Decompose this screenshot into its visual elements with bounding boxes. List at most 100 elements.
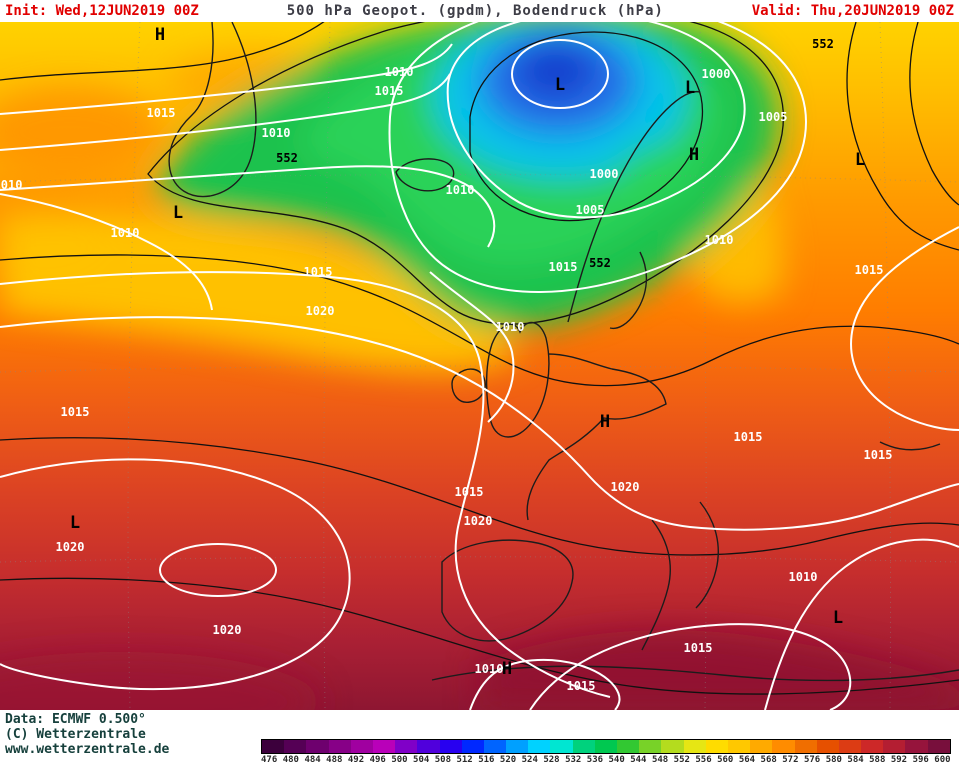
- color-scale-tick-label: 540: [608, 755, 625, 765]
- color-scale-segment: [461, 740, 484, 753]
- color-scale-tick-label: 596: [912, 755, 929, 765]
- color-scale-tick-label: 532: [565, 755, 582, 765]
- color-scale-segment: [705, 740, 728, 753]
- footer-bar: Data: ECMWF 0.500° (C) Wetterzentrale ww…: [0, 710, 959, 770]
- color-scale-tick-label: 568: [760, 755, 777, 765]
- color-scale-segment: [483, 740, 507, 753]
- color-scale-tick-label: 504: [413, 755, 430, 765]
- color-scale-tick-label: 572: [782, 755, 799, 765]
- pressure-center-marker: H: [154, 25, 166, 45]
- color-scale-tick-label: 480: [282, 755, 299, 765]
- color-scale-tick-label: 508: [434, 755, 452, 765]
- isobar-value-label: 1015: [683, 641, 713, 655]
- isobar-value-label: 1015: [454, 485, 484, 499]
- pressure-center-marker: H: [501, 659, 513, 679]
- data-source-label: Data: ECMWF 0.500°: [5, 712, 146, 727]
- isobar-value-label: 1015: [863, 448, 893, 462]
- isobar-value-label: 1015: [548, 260, 578, 274]
- pressure-center-marker: L: [172, 203, 184, 223]
- color-scale-segment: [572, 740, 595, 753]
- isobar-value-label: 1005: [758, 110, 788, 124]
- map-canvas: [0, 22, 959, 710]
- copyright-label: (C) Wetterzentrale: [5, 727, 146, 742]
- color-scale-tick-label: 524: [521, 755, 538, 765]
- color-scale-tick-label: 564: [738, 755, 756, 765]
- color-scale-tick-label: 500: [391, 755, 408, 765]
- color-scale-segment: [772, 740, 795, 753]
- color-scale-tick-label: 528: [543, 755, 560, 765]
- color-scale-tick-label: 584: [847, 755, 864, 765]
- color-scale-segment: [395, 740, 418, 753]
- color-scale-segment: [262, 740, 285, 753]
- isobar-value-label: 1010: [704, 233, 734, 247]
- color-scale-tick-label: 580: [825, 755, 842, 765]
- geopotential-value-label: 552: [589, 256, 611, 270]
- pressure-center-marker: H: [688, 145, 700, 165]
- color-scale-tick-label: 476: [261, 755, 278, 765]
- pressure-center-marker: L: [854, 150, 866, 170]
- color-scale-tick-label: 560: [717, 755, 734, 765]
- isobar-value-label: 1015: [303, 265, 333, 279]
- isobar-value-label: 1010: [261, 126, 291, 140]
- isobar-value-label: 1015: [566, 679, 596, 693]
- pressure-center-marker: L: [684, 78, 696, 98]
- credits-block: Data: ECMWF 0.500° (C) Wetterzentrale ww…: [5, 712, 169, 757]
- isobar-value-label: 1000: [589, 167, 619, 181]
- isobar-value-label: 1010: [384, 65, 414, 79]
- color-scale-segment: [417, 740, 440, 753]
- color-scale-segment: [528, 740, 551, 753]
- color-scale-segment: [816, 740, 839, 753]
- color-scale-tick-label: 544: [630, 755, 647, 765]
- chart-title: 500 hPa Geopot. (gpdm), Bodendruck (hPa): [286, 3, 664, 19]
- color-scale-tick-label: 552: [673, 755, 690, 765]
- color-scale-segment: [883, 740, 906, 753]
- geopotential-color-field: [0, 22, 959, 710]
- isobar-value-label: 1020: [463, 514, 493, 528]
- map-labels-layer: 1010 1015 1015 1010 1010 1000 1005 1000 1005 1010…: [0, 22, 959, 710]
- pressure-center-marker: L: [554, 75, 566, 95]
- color-scale-tick-label: 492: [347, 755, 365, 765]
- color-scale-segment: [550, 740, 573, 753]
- color-scale-segment: [661, 740, 684, 753]
- isobar-value-label: 1010: [495, 320, 525, 334]
- color-scale-tick-label: 516: [478, 755, 495, 765]
- header-bar: Init: Wed,12JUN2019 00Z 500 hPa Geopot. …: [0, 0, 959, 22]
- color-scale-segment: [284, 740, 307, 753]
- graticule-lines: [0, 22, 959, 710]
- pressure-center-marker: H: [599, 412, 611, 432]
- color-scale-segment: [639, 740, 662, 753]
- color-scale-tick-label: 484: [304, 755, 321, 765]
- color-scale-tick-label: 548: [651, 755, 669, 765]
- isobar-value-label: 1015: [733, 430, 763, 444]
- isobar-value-label: 1000: [701, 67, 731, 81]
- isobar-value-label: 1010: [110, 226, 140, 240]
- color-scale-segment: [306, 740, 329, 753]
- isobar-value-label: 1015: [374, 84, 404, 98]
- color-scale-tick-label: 512: [456, 755, 473, 765]
- isobar-value-label: 1020: [305, 304, 335, 318]
- color-scale-segment: [350, 740, 373, 753]
- color-scale-tick-label: 496: [369, 755, 386, 765]
- isobar-value-label: 1015: [146, 106, 176, 120]
- color-scale-values: 476 480 484 488 492 496 500 504 508 512 516 520 524 5…: [261, 755, 951, 765]
- geopotential-value-label: 552: [276, 151, 298, 165]
- pressure-center-marker: L: [832, 608, 844, 628]
- pressure-center-marker: L: [69, 513, 81, 533]
- color-scale-tick-label: 556: [695, 755, 712, 765]
- color-scale-segment: [328, 740, 351, 753]
- website-url: www.wetterzentrale.de: [5, 742, 170, 757]
- isobar-value-label: 1010: [0, 178, 23, 192]
- init-time-label: Init: Wed,12JUN2019 00Z: [5, 3, 199, 19]
- color-scale-tick-label: 488: [326, 755, 343, 765]
- coastlines: [168, 22, 959, 682]
- isobar-value-label: 1020: [55, 540, 85, 554]
- isobar-value-label: 1020: [212, 623, 242, 637]
- color-scale-segment: [927, 740, 950, 753]
- isobar-value-label: 1005: [575, 203, 605, 217]
- color-scale-segment: [794, 740, 817, 753]
- color-scale-segment: [372, 740, 396, 753]
- color-scale-tick-label: 592: [890, 755, 908, 765]
- isobar-value-label: 1010: [788, 570, 818, 584]
- isobar-value-label: 1020: [610, 480, 640, 494]
- weather-map: 1010 1015 1015 1010 1010 1000 1005 1000 1005 1010…: [0, 22, 959, 710]
